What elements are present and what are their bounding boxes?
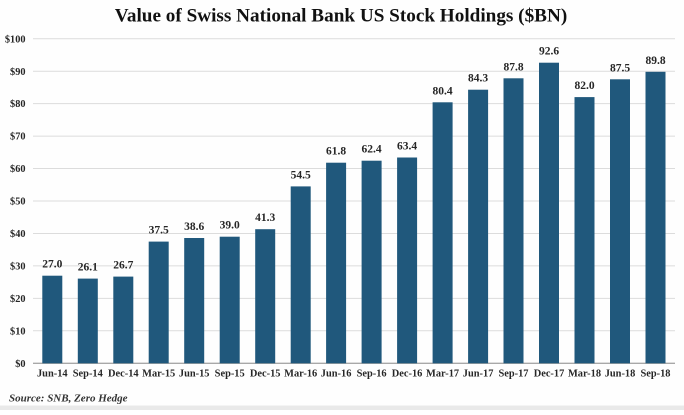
svg-text:Jun-16: Jun-16 [321,369,352,380]
svg-text:Mar-15: Mar-15 [142,369,175,380]
svg-text:54.5: 54.5 [291,169,311,181]
svg-text:Sep-16: Sep-16 [357,369,387,380]
svg-text:Sep-15: Sep-15 [215,369,245,380]
svg-text:84.3: 84.3 [468,73,488,85]
svg-text:Sep-17: Sep-17 [498,369,528,380]
svg-text:Mar-18: Mar-18 [568,369,601,380]
svg-text:26.1: 26.1 [78,262,98,274]
svg-text:61.8: 61.8 [326,146,346,158]
svg-text:38.6: 38.6 [184,221,204,233]
svg-text:Jun-17: Jun-17 [463,369,494,380]
svg-text:Sep-14: Sep-14 [73,369,103,380]
svg-text:Jun-18: Jun-18 [605,369,636,380]
svg-text:92.6: 92.6 [539,46,559,58]
svg-text:41.3: 41.3 [255,212,275,224]
svg-text:27.0: 27.0 [42,259,62,271]
svg-text:Dec-14: Dec-14 [108,369,139,380]
svg-text:62.4: 62.4 [362,144,382,156]
svg-text:Source: SNB, Zero Hedge: Source: SNB, Zero Hedge [9,393,128,405]
svg-text:63.4: 63.4 [397,141,417,153]
svg-text:$20: $20 [10,294,25,305]
svg-text:Mar-16: Mar-16 [284,369,317,380]
svg-text:87.5: 87.5 [610,62,630,74]
svg-text:$60: $60 [10,164,25,175]
svg-text:$40: $40 [10,229,25,240]
svg-text:Value of Swiss National Bank U: Value of Swiss National Bank US Stock Ho… [115,6,567,27]
svg-text:Mar-17: Mar-17 [426,369,459,380]
svg-text:80.4: 80.4 [433,85,453,97]
svg-text:$80: $80 [10,99,25,110]
svg-text:$50: $50 [10,197,25,208]
svg-text:89.8: 89.8 [645,55,665,67]
svg-text:37.5: 37.5 [149,225,169,237]
svg-text:39.0: 39.0 [220,220,240,232]
svg-text:Dec-17: Dec-17 [534,369,565,380]
svg-text:Dec-15: Dec-15 [250,369,281,380]
svg-text:$90: $90 [10,67,25,78]
svg-text:$30: $30 [10,262,25,273]
svg-text:87.8: 87.8 [503,61,523,73]
svg-text:Sep-18: Sep-18 [640,369,670,380]
svg-text:Jun-14: Jun-14 [37,369,68,380]
svg-text:$0: $0 [15,359,25,370]
svg-text:$10: $10 [10,326,25,337]
svg-text:$100: $100 [5,34,26,45]
svg-text:$70: $70 [10,132,25,143]
svg-text:Dec-16: Dec-16 [392,369,423,380]
svg-text:Jun-15: Jun-15 [179,369,210,380]
svg-text:82.0: 82.0 [574,80,594,92]
svg-text:26.7: 26.7 [113,260,133,272]
